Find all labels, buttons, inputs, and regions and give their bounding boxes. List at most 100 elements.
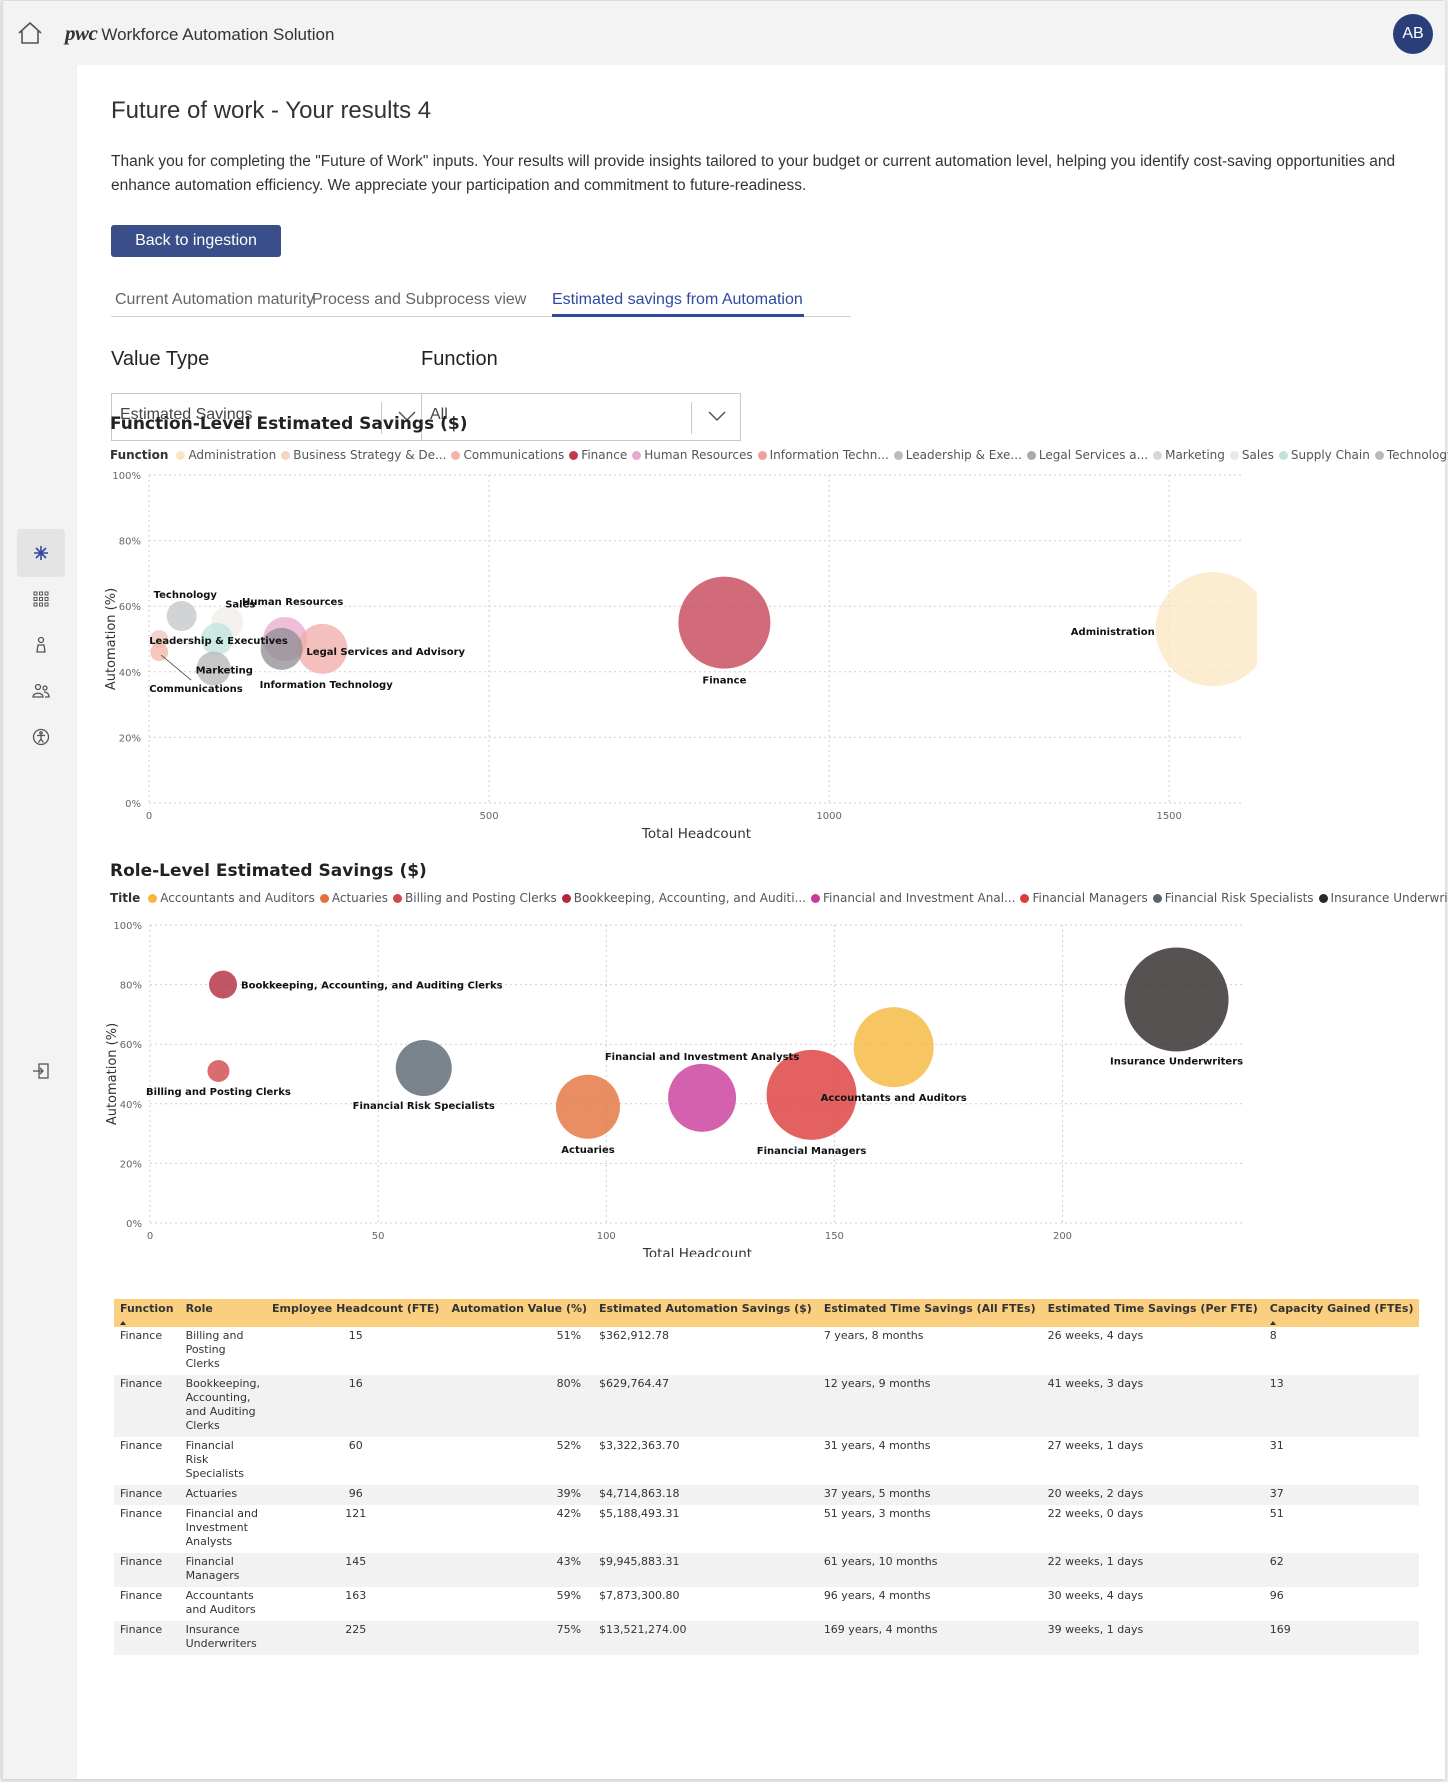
col-header-time-savings-per[interactable]: Estimated Time Savings (Per FTE) [1041,1299,1264,1327]
col-header-automation-savings[interactable]: Estimated Automation Savings ($) [593,1299,818,1327]
legend-swatch [569,450,579,460]
legend-item[interactable]: Finance [569,448,627,462]
table-cell: 145 [265,1553,446,1587]
table-row[interactable]: Finance Accountants and Auditors 163 59% $7,… [114,1587,1420,1621]
rail-item-logout[interactable] [17,1047,65,1095]
legend-item[interactable]: Leadership & Exe... [893,448,1022,462]
legend-item[interactable]: Insurance Underwriter [1318,891,1448,905]
legend-item[interactable]: Billing and Posting Clerks [393,891,557,905]
legend-item[interactable]: Financial Managers [1020,891,1148,905]
function-chart-legend: Function Administration Business Strategy … [110,448,1448,462]
table-cell: 42% [445,1505,594,1553]
col-header-function[interactable]: Function [114,1299,180,1327]
y-axis-label: Automation (%) [105,1023,120,1125]
legend-swatch [632,450,642,460]
table-cell: 13 [1263,1375,1420,1437]
grid-icon [33,591,49,607]
legend-item[interactable]: Sales [1229,448,1274,462]
legend-item[interactable]: Technology [1374,448,1448,462]
col-header-automation-value[interactable]: Automation Value (%) [445,1299,594,1327]
intro-text: Thank you for completing the "Future of … [111,153,1396,194]
table-cell: 20 weeks, 2 days [1041,1485,1264,1505]
bubble[interactable] [678,576,771,669]
bubble[interactable] [150,643,169,662]
bubble[interactable] [1155,572,1257,687]
bubble[interactable] [260,627,303,670]
rail-item-user[interactable] [17,621,65,669]
legend-item[interactable]: Supply Chain [1278,448,1370,462]
x-tick-label: 100 [597,1231,616,1242]
value-type-dropdown[interactable]: Estimated Savings [111,393,431,441]
legend-item[interactable]: Actuaries [319,891,388,905]
legend-item[interactable]: Communications [451,448,564,462]
table-cell: 51 years, 3 months [817,1505,1042,1553]
avatar[interactable]: AB [1393,14,1433,54]
legend-item[interactable]: Accountants and Auditors [148,891,315,905]
table-row[interactable]: Finance Financial Risk Specialists 60 52% $3… [114,1437,1420,1485]
bubble[interactable] [395,1040,452,1097]
bubble[interactable] [207,1060,230,1083]
bubble[interactable] [150,630,169,648]
logout-icon [33,1063,49,1079]
function-chart-title: Function-Level Estimated Savings ($) [110,414,468,434]
table-row[interactable]: Finance Financial Managers 145 43% $9,945,88… [114,1553,1420,1587]
legend-item[interactable]: Business Strategy & De... [281,448,446,462]
table-row[interactable]: Finance Actuaries 96 39% $4,714,863.18 37 yea… [114,1485,1420,1505]
legend-item[interactable]: Financial and Investment Anal... [811,891,1015,905]
tab-process-subprocess-view[interactable]: Process and Subprocess view [312,291,527,308]
table-cell: Financial Risk Specialists [179,1437,266,1485]
tab-bar: Current Automation maturity Process and … [111,287,851,317]
col-header-headcount[interactable]: Employee Headcount (FTE) [265,1299,446,1327]
bubble[interactable] [166,601,197,632]
legend-item[interactable]: Information Techn... [757,448,889,462]
function-dropdown[interactable]: All [421,393,741,441]
rail-item-grid[interactable] [17,575,65,623]
bubble[interactable] [556,1074,620,1139]
bubble[interactable] [297,623,348,674]
table-row[interactable]: Finance Bookkeeping, Accounting, and Audi… [114,1375,1420,1437]
brand-logo: pwc [65,21,98,45]
legend-item[interactable]: Bookkeeping, Accounting, and Auditi... [561,891,806,905]
rail-item-people[interactable] [17,667,65,715]
home-icon[interactable] [17,21,43,45]
rail-item-insights[interactable] [17,529,65,577]
table-row[interactable]: Finance Insurance Underwriters 225 75% $13,5… [114,1621,1420,1655]
col-header-time-savings-all[interactable]: Estimated Time Savings (All FTEs) [817,1299,1042,1327]
table-row[interactable]: Finance Financial and Investment Analysts… [114,1505,1420,1553]
bubble[interactable] [766,1049,857,1140]
legend-item[interactable]: Human Resources [632,448,753,462]
tab-estimated-savings[interactable]: Estimated savings from Automation [552,291,803,308]
table-cell: 15 [265,1327,446,1375]
col-header-role[interactable]: Role [179,1299,266,1327]
table-row[interactable]: Finance Billing and Posting Clerks 15 51% $3… [114,1327,1420,1375]
bubble[interactable] [668,1063,737,1132]
bubble-label: Billing and Posting Clerks [146,1087,291,1098]
y-tick-label: 20% [119,733,141,744]
table-cell: 31 [1263,1437,1420,1485]
legend-item[interactable]: Administration [176,448,276,462]
legend-item[interactable]: Marketing [1153,448,1225,462]
bubble[interactable] [853,1007,934,1088]
legend-item[interactable]: Legal Services a... [1026,448,1149,462]
col-header-capacity-gained[interactable]: Capacity Gained (FTEs) [1263,1299,1420,1327]
legend-item[interactable]: Financial Risk Specialists [1152,891,1314,905]
bubble[interactable] [196,651,231,686]
app-name: Workforce Automation Solution [101,25,335,44]
rail-item-accessibility[interactable] [17,713,65,761]
side-rail [3,65,77,1779]
y-tick-label: 100% [113,921,142,932]
tab-current-automation-maturity[interactable]: Current Automation maturity [115,291,315,308]
legend-swatch [1026,450,1036,460]
bubble[interactable] [209,970,237,999]
bubble[interactable] [201,623,234,655]
accessibility-icon [32,728,50,746]
bubble-label: Financial and Investment Analysts [605,1052,800,1063]
legend-label: Legal Services a... [1038,448,1149,462]
table-cell: Accountants and Auditors [179,1587,266,1621]
table-cell: 7 years, 8 months [817,1327,1042,1375]
bubble[interactable] [1124,947,1229,1052]
back-to-ingestion-button[interactable]: Back to ingestion [111,225,281,257]
table-cell: 52% [445,1437,594,1485]
table-cell: 80% [445,1375,594,1437]
table-cell: 31 years, 4 months [817,1437,1042,1485]
